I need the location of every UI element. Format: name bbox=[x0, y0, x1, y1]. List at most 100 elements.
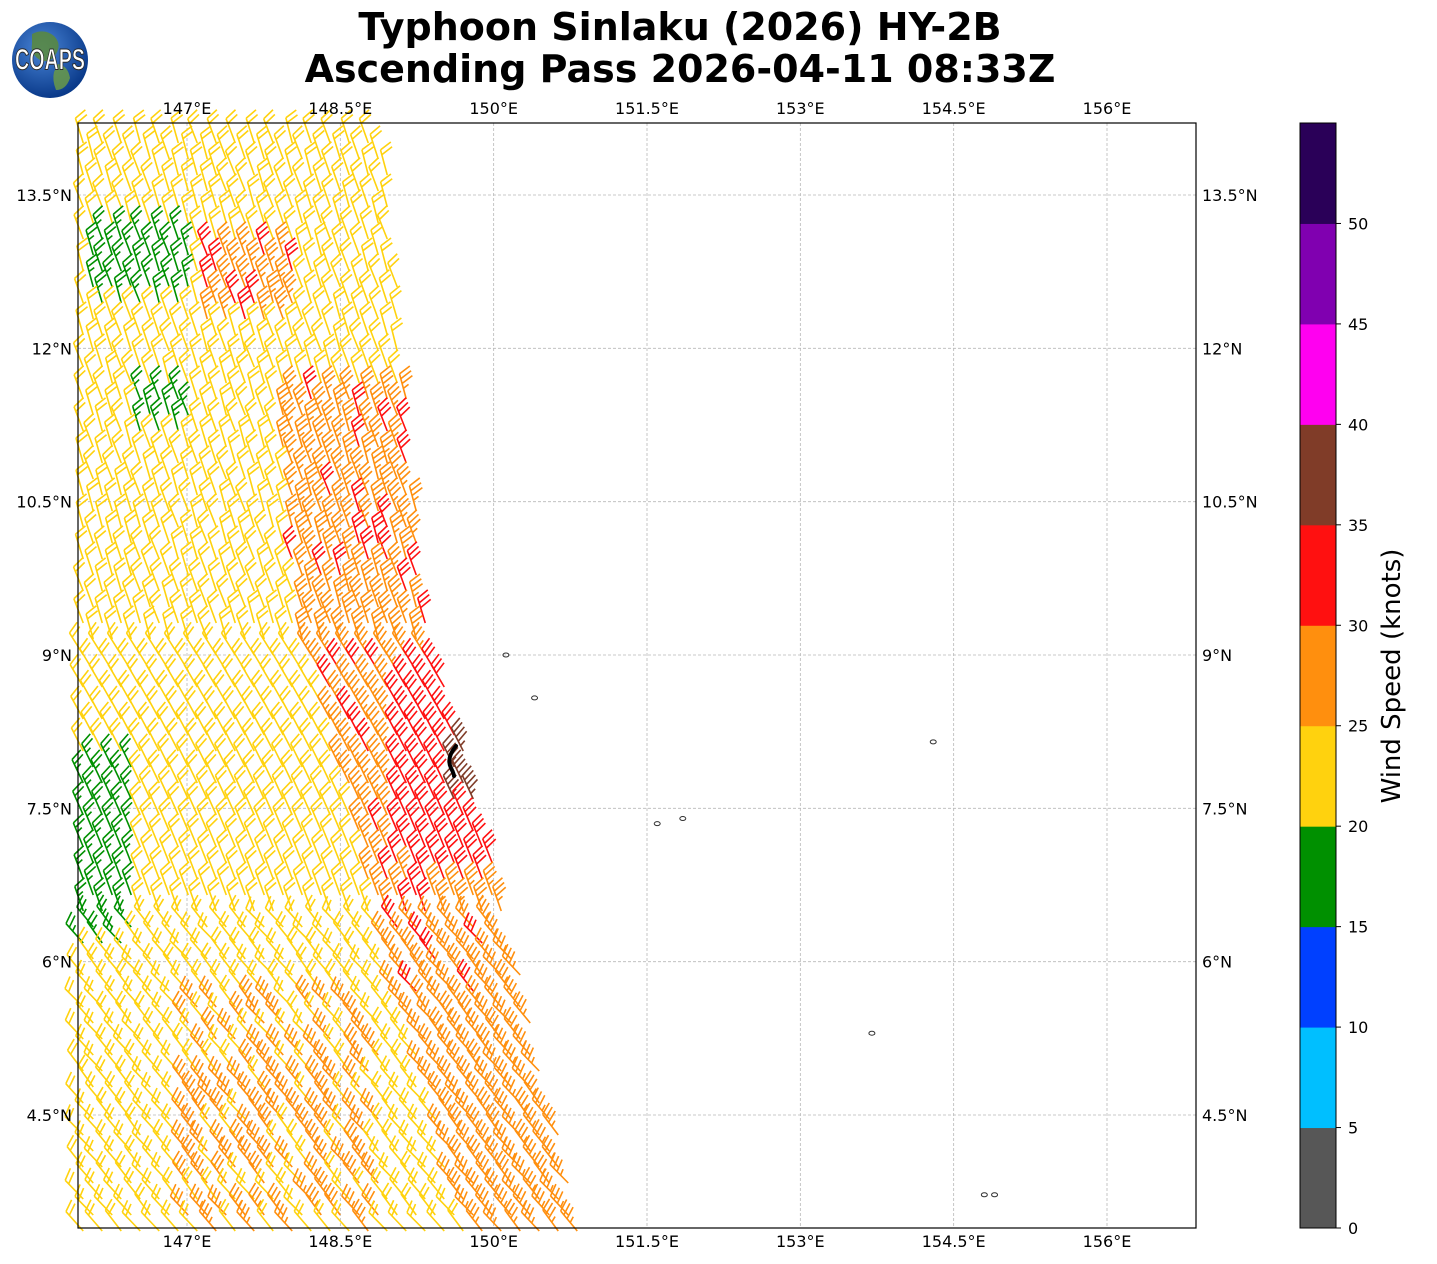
wind-barb bbox=[360, 1023, 379, 1056]
wind-barb bbox=[371, 509, 386, 544]
wind-barb bbox=[74, 525, 88, 560]
wind-barb bbox=[218, 910, 236, 944]
wind-barb bbox=[387, 253, 400, 288]
wind-barb bbox=[357, 493, 373, 528]
wind-barb bbox=[357, 813, 372, 848]
wind-barb bbox=[358, 845, 373, 880]
wind-barb bbox=[170, 173, 184, 208]
wind-barb bbox=[115, 990, 132, 1024]
wind-barb bbox=[412, 685, 427, 720]
wind-barb bbox=[283, 1023, 303, 1056]
lon-tick-label-top: 151.5°E bbox=[615, 99, 679, 118]
wind-barb bbox=[386, 797, 401, 832]
wind-barb bbox=[165, 717, 179, 752]
gridlines bbox=[78, 123, 1196, 1228]
wind-barb bbox=[120, 797, 133, 832]
wind-barb bbox=[103, 1135, 122, 1168]
colorbar-bin bbox=[1300, 323, 1336, 425]
wind-barb bbox=[255, 445, 269, 480]
wind-barb bbox=[482, 944, 502, 976]
wind-barb bbox=[218, 1038, 236, 1072]
wind-barb bbox=[179, 509, 193, 544]
wind-barb bbox=[313, 509, 328, 544]
wind-barb bbox=[244, 141, 258, 176]
wind-barb bbox=[493, 1183, 512, 1216]
wind-barb bbox=[122, 477, 136, 512]
wind-barb bbox=[159, 861, 173, 896]
wind-barb bbox=[387, 861, 402, 896]
wind-barb bbox=[227, 333, 240, 368]
wind-barb bbox=[331, 221, 344, 256]
wind-barb bbox=[257, 1102, 274, 1136]
wind-barb bbox=[167, 813, 181, 848]
wind-barb bbox=[367, 829, 383, 864]
wind-barb bbox=[261, 781, 275, 816]
wind-barb bbox=[199, 1102, 217, 1136]
wind-barb bbox=[398, 895, 417, 928]
wind-barb bbox=[111, 237, 124, 272]
wind-barb bbox=[293, 349, 307, 384]
wind-barb bbox=[313, 221, 327, 256]
wind-barb bbox=[476, 1086, 493, 1120]
wind-barb bbox=[140, 1103, 160, 1136]
wind-barb bbox=[350, 349, 363, 384]
wind-barb bbox=[180, 942, 198, 976]
wind-barb bbox=[366, 765, 381, 800]
wind-barb bbox=[227, 301, 241, 336]
wind-barb bbox=[428, 1006, 445, 1040]
wind-barb bbox=[456, 1054, 474, 1088]
wind-barb bbox=[405, 829, 421, 864]
wind-barb bbox=[197, 573, 210, 608]
wind-barb bbox=[242, 781, 256, 816]
wind-barb bbox=[206, 333, 220, 368]
wind-barb bbox=[170, 109, 184, 144]
wind-barb bbox=[371, 445, 386, 480]
wind-barb bbox=[198, 253, 214, 288]
wind-barb bbox=[111, 429, 124, 464]
wind-barb bbox=[430, 653, 445, 688]
wind-barb bbox=[83, 1040, 103, 1072]
wind-barb bbox=[237, 509, 251, 544]
wind-barb bbox=[303, 557, 318, 592]
wind-barb bbox=[170, 269, 184, 304]
wind-barb bbox=[454, 895, 474, 928]
wind-barb bbox=[92, 845, 105, 880]
wind-barb bbox=[129, 205, 143, 240]
wind-barb bbox=[168, 557, 182, 592]
wind-barb bbox=[93, 141, 106, 176]
wind-barb bbox=[317, 717, 331, 752]
wind-barb bbox=[75, 1151, 94, 1184]
wind-barb bbox=[337, 781, 351, 816]
wind-barb bbox=[321, 557, 336, 592]
wind-barb bbox=[256, 1070, 274, 1104]
wind-barb bbox=[376, 813, 391, 848]
wind-barb bbox=[121, 573, 135, 608]
colorbar-bin bbox=[1300, 1127, 1336, 1229]
wind-barb bbox=[85, 317, 99, 352]
colorbar-tick-label: 10 bbox=[1348, 1018, 1368, 1037]
wind-barb bbox=[350, 189, 363, 224]
wind-barb bbox=[119, 765, 132, 800]
wind-barb bbox=[379, 429, 394, 464]
wind-barb bbox=[104, 1039, 122, 1072]
wind-barb bbox=[184, 685, 198, 720]
wind-barb bbox=[168, 301, 182, 336]
wind-barb bbox=[207, 1055, 227, 1088]
wind-barb bbox=[151, 991, 170, 1024]
wind-barb bbox=[310, 317, 324, 352]
wind-barb bbox=[393, 717, 408, 752]
wind-barb bbox=[207, 141, 221, 176]
wind-barb bbox=[234, 157, 248, 192]
wind-barb bbox=[396, 877, 412, 912]
wind-barb bbox=[200, 317, 213, 352]
wind-barb bbox=[484, 1070, 502, 1104]
wind-barb bbox=[72, 173, 86, 208]
wind-barb bbox=[492, 1023, 512, 1056]
wind-barb bbox=[228, 990, 246, 1024]
wind-barb bbox=[520, 1199, 540, 1232]
wind-barb bbox=[216, 125, 230, 160]
colorbar-tick-label: 45 bbox=[1348, 315, 1368, 334]
wind-barb bbox=[303, 269, 316, 304]
colorbar-bin bbox=[1300, 826, 1336, 928]
wind-barb bbox=[142, 381, 156, 416]
